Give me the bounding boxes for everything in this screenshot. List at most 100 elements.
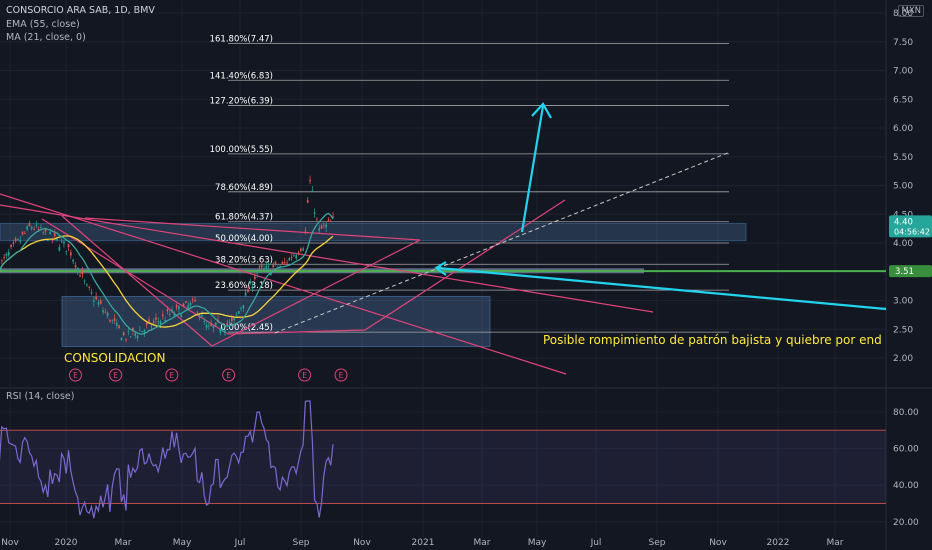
candle-body: [329, 221, 332, 222]
candle-body: [171, 309, 173, 312]
candle-body: [272, 265, 275, 268]
currency-badge[interactable]: MXN: [898, 5, 924, 17]
candle-body: [143, 329, 146, 333]
trend-line: [61, 215, 213, 347]
trend-line: [211, 239, 421, 347]
candle-body: [332, 216, 334, 218]
candle-body: [313, 212, 316, 214]
candle-body: [164, 319, 166, 322]
earnings-marker: [165, 368, 179, 382]
candle-body: [260, 265, 263, 268]
candle-body: [33, 229, 35, 230]
candle-body: [270, 273, 272, 276]
candle-body: [47, 240, 49, 242]
candle-body: [93, 300, 95, 303]
candle-body: [21, 231, 24, 235]
candle-body: [118, 325, 120, 329]
earnings-marker-label: E: [302, 371, 307, 380]
x-tick-label: 2021: [412, 538, 435, 548]
pattern-note: Posible rompimiento de patrón bajista y …: [543, 333, 882, 347]
candle-body: [136, 335, 139, 339]
candle-body: [320, 225, 323, 229]
candle-body: [122, 332, 125, 336]
symbol-title[interactable]: CONSORCIO ARA SAB, 1D, BMV: [6, 5, 155, 16]
candle-body: [198, 315, 201, 318]
fib-level-label: 141.40%(6.83): [210, 71, 273, 81]
ema-legend[interactable]: EMA (55, close): [6, 18, 80, 30]
rsi-legend[interactable]: RSI (14, close): [6, 391, 75, 402]
candle-body: [166, 309, 169, 312]
earnings-marker: [109, 368, 123, 382]
candle-body: [109, 320, 111, 322]
candle-body: [106, 312, 109, 317]
ma-legend[interactable]: MA (21, close, 0): [6, 32, 86, 43]
candle-body: [104, 311, 107, 313]
candle-body: [12, 242, 15, 244]
candle-body: [311, 190, 314, 193]
candle-body: [189, 302, 192, 306]
y-tick-label: 7.50: [893, 38, 913, 48]
x-tick-label: Jul: [234, 538, 246, 548]
x-tick-label: Sep: [649, 538, 666, 548]
candle-body: [120, 337, 123, 341]
candle-body: [240, 307, 242, 309]
earnings-marker: [222, 368, 236, 382]
candle-body: [254, 276, 256, 280]
candle-body: [256, 272, 258, 274]
level-price-label: 3.51: [895, 267, 914, 277]
earnings-marker-label: E: [339, 371, 344, 380]
fib-level-label: 78.60%(4.89): [215, 183, 273, 193]
rsi-tick-label: 20.00: [893, 518, 919, 528]
y-tick-label: 3.00: [893, 297, 913, 307]
candle-body: [30, 227, 33, 229]
candle-body: [116, 322, 118, 326]
trend-line: [0, 204, 654, 313]
y-tick-label: 2.50: [893, 325, 913, 335]
candle-body: [127, 331, 130, 333]
candle-body: [281, 261, 284, 264]
candle-body: [145, 322, 148, 325]
candle-body: [152, 321, 155, 323]
candle-body: [53, 233, 56, 237]
x-tick-label: May: [528, 538, 547, 548]
level-badge: [889, 265, 932, 278]
x-tick-label: Jul: [590, 538, 602, 548]
candle-body: [205, 325, 208, 328]
fib-level-label: 161.80%(7.47): [210, 34, 273, 44]
y-tick-label: 5.50: [893, 153, 913, 163]
candle-body: [178, 306, 180, 310]
earnings-marker: [298, 368, 312, 382]
candle-body: [63, 241, 65, 244]
candle-body: [288, 258, 291, 261]
earnings-marker-label: E: [169, 371, 174, 380]
x-tick-label: Mar: [474, 538, 491, 548]
candle-body: [327, 219, 330, 222]
candle-body: [293, 255, 295, 257]
candle-body: [139, 330, 141, 332]
x-tick-label: Sep: [293, 538, 310, 548]
earnings-marker-label: E: [113, 371, 118, 380]
countdown-label: 04:56:42: [894, 227, 930, 236]
candle-body: [5, 253, 8, 256]
candle-body: [60, 241, 63, 243]
candle-body: [219, 329, 222, 333]
candle-body: [86, 284, 88, 286]
candle-body: [155, 317, 157, 320]
ma-line: [0, 212, 334, 335]
y-tick-label: 5.00: [893, 182, 913, 192]
cyan-arrow-head: [531, 102, 552, 119]
candle-body: [95, 296, 97, 300]
candle-body: [263, 268, 265, 270]
candle-body: [134, 333, 137, 336]
candle-body: [212, 325, 215, 328]
candle-body: [297, 252, 300, 254]
candle-body: [81, 271, 84, 275]
candle-body: [224, 329, 226, 334]
candle-body: [318, 228, 321, 231]
chart-header: CONSORCIO ARA SAB, 1D, BMV EMA (55, clos…: [6, 4, 155, 45]
candle-body: [24, 232, 26, 234]
candle-body: [214, 322, 217, 326]
candle-body: [258, 266, 261, 268]
candle-body: [265, 265, 268, 269]
